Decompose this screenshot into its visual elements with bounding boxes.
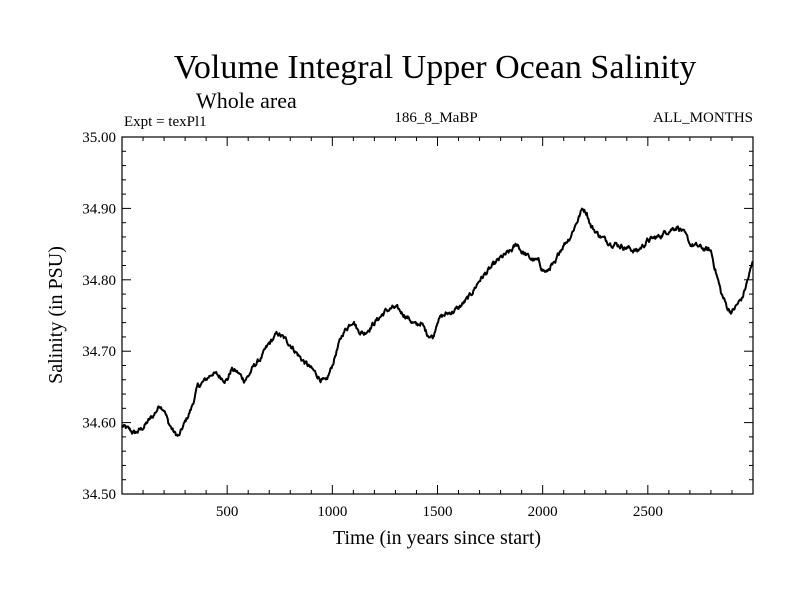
expt-label: Expt = texPl1 — [124, 114, 207, 130]
x-tick-label: 2000 — [528, 504, 558, 520]
chart-title: Volume Integral Upper Ocean Salinity — [174, 49, 696, 86]
salinity-series-line — [121, 207, 754, 437]
y-tick-label: 34.60 — [82, 416, 116, 432]
plot-frame — [121, 136, 754, 495]
x-axis-label: Time (in years since start) — [333, 527, 541, 549]
y-tick-label: 34.70 — [82, 344, 116, 360]
x-tick-label: 1500 — [423, 504, 453, 520]
axis-tick-labels: 500 1000 1500 2000 2500 34.50 34.60 34.70 34.80 3… — [82, 130, 663, 520]
y-tick-label: 34.90 — [82, 201, 116, 217]
y-tick-label: 34.50 — [82, 487, 116, 503]
x-tick-label: 500 — [216, 504, 239, 520]
series-group — [121, 207, 754, 437]
axis-ticks — [122, 137, 753, 494]
y-tick-label: 34.80 — [82, 273, 116, 289]
y-tick-label: 35.00 — [82, 130, 116, 146]
chart-subtitle: Whole area — [196, 88, 297, 113]
y-axis-label: Salinity (in PSU) — [45, 246, 67, 384]
x-tick-label: 2500 — [633, 504, 663, 520]
run-label: 186_8_MaBP — [394, 110, 477, 126]
x-tick-label: 1000 — [317, 504, 347, 520]
months-label: ALL_MONTHS — [653, 110, 753, 126]
